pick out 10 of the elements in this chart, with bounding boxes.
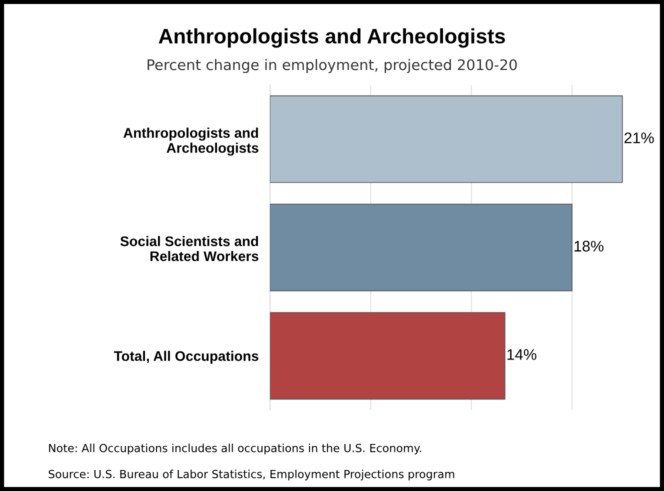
source-note: Source: U.S. Bureau of Labor Statistics, Employment Projections program — [48, 470, 454, 480]
data-label: 14% — [507, 349, 536, 360]
data-label: 21% — [624, 132, 654, 144]
y-tick-label: Social Scientists and Related Workers — [120, 236, 258, 262]
y-tick-label: Anthropologists and Archeologists — [123, 128, 258, 156]
chart-title: Anthropologists and Archeologists — [158, 28, 505, 48]
data-label: 18% — [574, 240, 604, 252]
text: Note: All Occupations includes all occupations in the U.S. Economy. — [49, 444, 422, 454]
chart-subtitle: Percent change in employment, projected 2010-20 — [148, 58, 517, 74]
y-tick-label: Total, All Occupations — [114, 350, 258, 364]
